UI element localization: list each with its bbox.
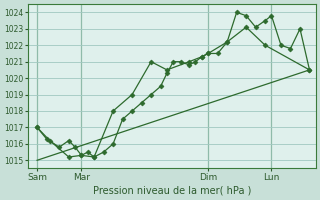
- X-axis label: Pression niveau de la mer( hPa ): Pression niveau de la mer( hPa ): [92, 186, 251, 196]
